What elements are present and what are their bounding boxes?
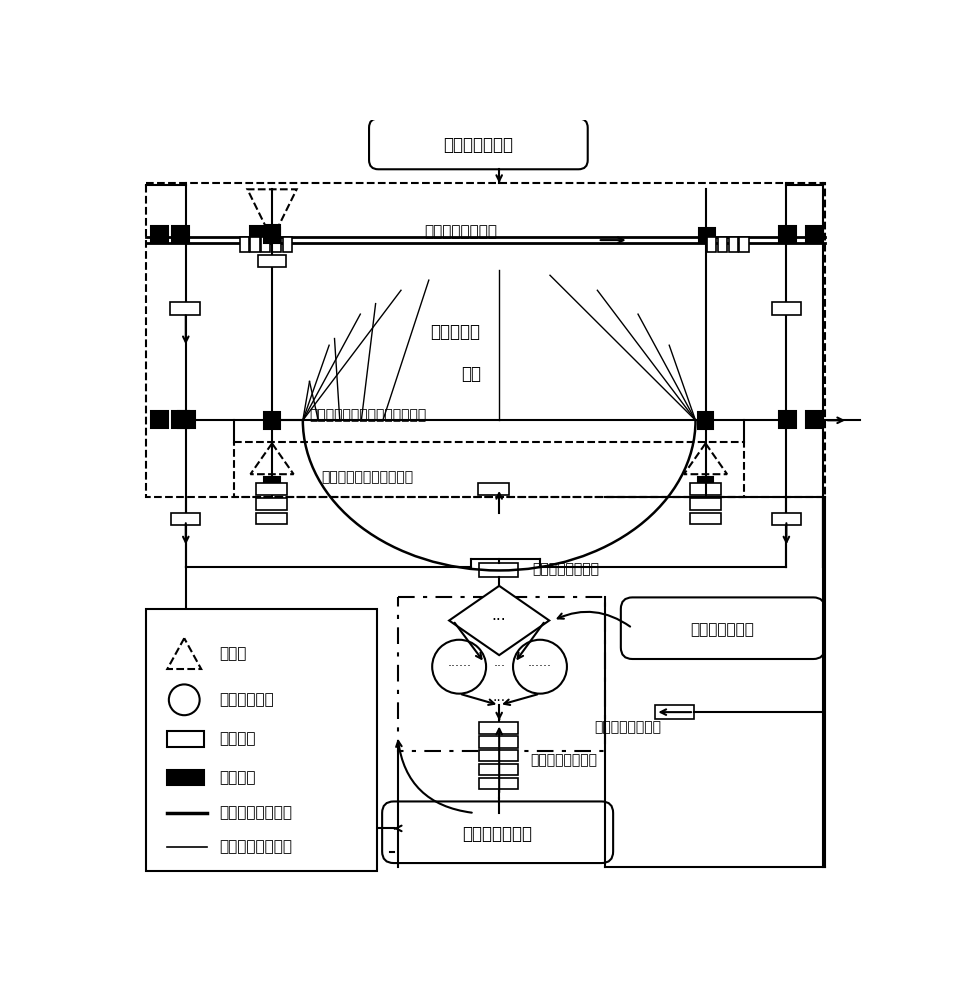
Text: ···: ··· [493,660,506,673]
Bar [697,477,713,492]
Text: 自卸汽车排队装载: 自卸汽车排队装载 [530,754,597,768]
Bar [771,513,801,525]
Polygon shape [449,586,549,655]
Text: 浇筑缆车运输路径: 浇筑缆车运输路径 [219,839,292,854]
Bar [729,237,738,252]
Bar [479,736,517,748]
Bar [272,237,281,252]
Bar [479,778,517,789]
Text: 浇筑缆车: 浇筑缆车 [219,770,255,785]
Bar [282,237,292,252]
FancyBboxPatch shape [620,597,825,659]
Bar [256,483,286,495]
Bar [256,513,286,524]
Bar [771,302,801,315]
Text: 自卸汽车排队卸载混凝土: 自卸汽车排队卸载混凝土 [321,470,413,484]
Bar [778,226,796,243]
Bar [172,411,189,428]
Bar [478,483,509,495]
Bar [264,228,280,243]
Text: 自卸汽车重载运输: 自卸汽车重载运输 [532,563,599,577]
FancyArrowPatch shape [558,612,630,627]
Bar [171,513,201,525]
Circle shape [513,640,567,694]
Bar [479,563,517,577]
Circle shape [432,640,486,694]
Bar [264,412,280,429]
Bar [172,226,189,243]
Bar [261,237,271,252]
Bar [778,411,796,428]
Bar [258,255,286,267]
Bar [691,483,721,495]
Bar [151,411,169,428]
Bar [250,226,268,243]
Bar [264,477,280,492]
Bar [739,237,749,252]
Text: 自卸汽车运输路径: 自卸汽车运输路径 [219,806,292,820]
FancyBboxPatch shape [369,118,587,169]
Bar [256,498,286,510]
Bar [699,228,715,243]
Bar [240,237,249,252]
Text: 浇筑缆车从自卸汽车卸载混凝土: 浇筑缆车从自卸汽车卸载混凝土 [309,408,427,422]
Text: ······: ······ [528,660,552,673]
Text: 混凝土排合楼: 混凝土排合楼 [219,692,274,707]
Text: 浇筑缆车垂直运输: 浇筑缆车垂直运输 [425,224,498,239]
Text: 自卸汽车: 自卸汽车 [219,732,255,747]
Bar [718,237,728,252]
Bar [170,302,200,315]
Bar [146,183,825,497]
Bar [168,731,205,747]
Text: ···: ··· [493,694,506,708]
Text: 坝区: 坝区 [461,365,481,383]
Text: 混凝土浇筑: 混凝土浇筑 [431,323,480,341]
Text: 混凝土浇筑系统: 混凝土浇筑系统 [443,136,513,154]
Bar [250,237,260,252]
Bar [234,442,744,497]
Bar [151,226,169,243]
Bar [479,722,517,734]
Bar [397,597,606,751]
Bar [479,764,517,775]
Bar [691,498,721,510]
FancyArrowPatch shape [396,741,471,813]
Circle shape [169,684,200,715]
Bar [697,412,713,429]
Bar [479,750,517,761]
Text: 混凝土运输系统: 混凝土运输系统 [463,825,533,843]
Bar [806,226,823,243]
Text: 混凝土生产系统: 混凝土生产系统 [691,622,755,637]
Bar [707,237,716,252]
Bar [146,609,377,871]
Text: ···: ··· [492,613,506,628]
Bar [178,411,195,428]
Bar [656,705,694,719]
Bar [266,225,280,240]
Text: 自卸汽车空载运输: 自卸汽车空载运输 [594,720,661,734]
Bar [168,770,205,785]
Text: 卸载点: 卸载点 [219,646,246,661]
FancyBboxPatch shape [382,801,614,863]
Text: ······: ······ [447,660,471,673]
Bar [806,411,823,428]
Bar [691,513,721,524]
